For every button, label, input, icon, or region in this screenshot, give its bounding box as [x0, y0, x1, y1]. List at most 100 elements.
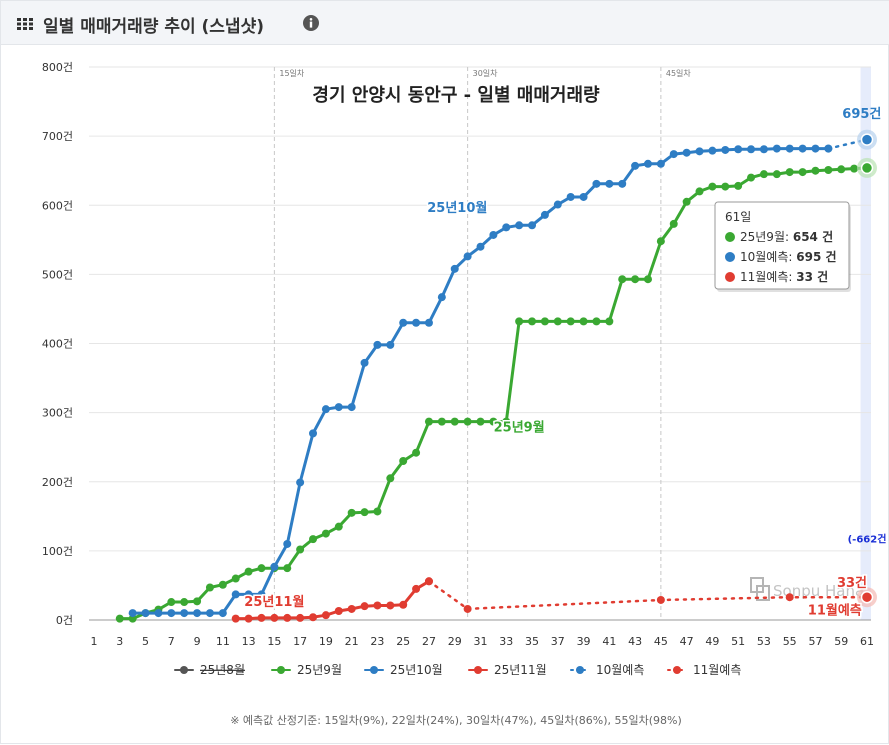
data-point [747, 173, 756, 182]
data-point [631, 161, 640, 170]
x-tick-label: 51 [731, 635, 745, 648]
data-point [360, 602, 369, 611]
x-tick-label: 1 [91, 635, 98, 648]
data-point [309, 429, 318, 438]
tooltip-day: 61일 [725, 210, 751, 224]
data-point [502, 223, 511, 232]
x-tick-label: 53 [757, 635, 771, 648]
tooltip-marker [725, 272, 735, 282]
data-point [592, 317, 601, 326]
series-label: 25년9월 [494, 419, 545, 435]
forecast-oct-value: 695건 [842, 106, 881, 122]
data-point [643, 159, 652, 168]
legend-item[interactable]: 10월예측 [570, 663, 644, 677]
tooltip-row-value: 654 건 [793, 229, 833, 244]
x-tick-label: 61 [860, 635, 874, 648]
data-point [373, 340, 382, 349]
y-tick-label: 200건 [42, 476, 73, 489]
data-point [193, 597, 202, 606]
data-point [747, 145, 756, 154]
data-point [296, 613, 305, 622]
data-point [618, 179, 627, 188]
data-point [386, 474, 395, 483]
data-point [244, 614, 253, 623]
legend: 25년8월 25년9월 25년10월 25년11월 10월예측 11월예측 [174, 663, 741, 677]
data-point [360, 358, 369, 367]
data-point [244, 567, 253, 576]
x-tick-label: 13 [242, 635, 256, 648]
data-point [244, 590, 253, 599]
x-tick-label: 37 [551, 635, 565, 648]
data-point [193, 609, 202, 618]
data-point [566, 317, 575, 326]
y-tick-label: 0건 [56, 614, 73, 627]
data-point [231, 590, 240, 599]
data-point [321, 405, 330, 414]
data-point [347, 403, 356, 412]
legend-label: 10월예측 [596, 663, 644, 677]
data-point [605, 317, 614, 326]
plot-lines: 15일차 30일차 45일차 [273, 67, 691, 620]
x-tick-label: 49 [705, 635, 719, 648]
data-point [553, 317, 562, 326]
data-point [412, 584, 421, 593]
data-point [386, 601, 395, 610]
tooltip-row: 10월예측: 695 건 [740, 249, 837, 264]
grid-menu-icon[interactable] [17, 18, 33, 30]
data-point [283, 564, 292, 573]
x-tick-label: 39 [577, 635, 591, 648]
legend-label: 11월예측 [693, 663, 741, 677]
data-point [167, 609, 176, 618]
data-point [540, 317, 549, 326]
x-tick-label: 41 [602, 635, 616, 648]
chart-title: 경기 안양시 동안구 - 일별 매매거래량 [312, 85, 600, 106]
x-tick-label: 25 [396, 635, 410, 648]
end-marker [860, 133, 874, 146]
data-point [347, 508, 356, 517]
data-point [373, 507, 382, 516]
footnote: ※ 예측값 산정기준: 15일차(9%), 22일차(24%), 30일차(47… [230, 713, 682, 727]
data-point [296, 478, 305, 487]
data-point [682, 148, 691, 157]
legend-symbol-dot [576, 666, 584, 674]
data-point [566, 192, 575, 201]
legend-item[interactable]: 11월예측 [667, 663, 741, 677]
y-tick-label: 100건 [42, 545, 73, 558]
legend-item[interactable]: 25년9월 [271, 663, 342, 677]
data-point [798, 144, 807, 153]
x-tick-label: 5 [142, 635, 149, 648]
legend-item[interactable]: 25년8월 [174, 663, 245, 677]
data-point [360, 508, 369, 517]
data-point [257, 590, 266, 599]
data-point [231, 614, 240, 623]
data-point [309, 613, 318, 622]
x-tick-label: 45 [654, 635, 668, 648]
series-group [115, 129, 877, 623]
x-tick-label: 19 [319, 635, 333, 648]
data-point [141, 609, 150, 618]
data-point [347, 604, 356, 613]
data-point [618, 275, 627, 284]
data-point [218, 609, 227, 618]
legend-item[interactable]: 25년11월 [468, 663, 547, 677]
data-point [734, 181, 743, 190]
legend-symbol-dot [474, 666, 482, 674]
data-point [528, 221, 537, 230]
data-point [399, 457, 408, 466]
data-point [540, 210, 549, 219]
data-point [643, 275, 652, 284]
x-tick-label: 33 [499, 635, 513, 648]
legend-item[interactable]: 25년10월 [364, 663, 443, 677]
data-point [321, 611, 330, 620]
data-point [824, 144, 833, 153]
x-tick-label: 23 [370, 635, 384, 648]
x-tick-label: 17 [293, 635, 307, 648]
forecast-nov-value: 33건 [837, 575, 867, 591]
data-point [321, 529, 330, 538]
data-point [631, 275, 640, 284]
info-icon[interactable] [303, 15, 319, 31]
tooltip-marker [725, 232, 735, 242]
forecast-nov-change: (-662건 [848, 533, 887, 546]
